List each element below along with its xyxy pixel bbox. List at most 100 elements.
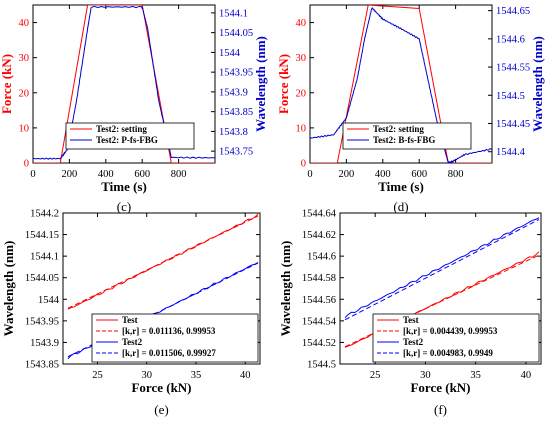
y-left-tick-label: 40 — [296, 18, 307, 29]
y-left-tick-label: 20 — [19, 88, 30, 99]
y-right-tick-label: 1544.6 — [496, 34, 525, 45]
legend-box — [372, 313, 540, 363]
y-left-axis-label: Force (kN) — [0, 54, 14, 114]
x-tick-label: 40 — [240, 370, 251, 381]
y-right-tick-label: 1543.85 — [219, 107, 253, 118]
y-left-tick-label: 20 — [296, 88, 307, 99]
y-tick-label: 1543.9 — [30, 338, 59, 349]
x-tick-label: 0 — [30, 169, 35, 180]
x-tick-label: 200 — [339, 169, 355, 180]
y-right-tick-label: 1543.8 — [219, 127, 248, 138]
y-tick-label: 1544.6 — [307, 252, 336, 263]
y-tick-label: 1544.62 — [302, 230, 336, 241]
y-tick-label: 1544 — [38, 295, 60, 306]
y-left-tick-label: 10 — [19, 123, 30, 134]
panel-label: (f) — [434, 402, 447, 417]
y-right-tick-label: 1544.65 — [496, 6, 530, 17]
x-tick-label: 25 — [370, 370, 381, 381]
x-tick-label: 600 — [411, 169, 427, 180]
y-right-tick-label: 1544.05 — [219, 28, 253, 39]
x-axis-label: Time (s) — [378, 179, 424, 194]
legend-entry: [k,r] = 0.004983, 0.9949 — [403, 348, 493, 358]
legend-entry: Test2: setting — [96, 124, 147, 134]
y-left-axis-label: Force (kN) — [276, 54, 291, 114]
legend-entry: Test2: P-fs-FBG — [96, 135, 158, 145]
x-tick-label: 25 — [92, 370, 103, 381]
series-line-2 — [344, 217, 540, 319]
y-right-tick-label: 1544.4 — [496, 147, 526, 158]
x-tick-label: 800 — [448, 169, 464, 180]
x-tick-label: 600 — [134, 169, 150, 180]
x-tick-label: 400 — [98, 169, 114, 180]
y-right-tick-label: 1544.55 — [496, 63, 530, 74]
panel-e: 25 30 35 40 1543.85 1543.9 1543.95 1544 1544.05 1… — [1, 209, 261, 417]
x-tick-label: 200 — [62, 169, 78, 180]
axes-frame — [62, 212, 261, 365]
y-right-tick-label: 1544 — [219, 48, 241, 59]
y-tick-label: 1544.56 — [302, 295, 336, 306]
x-tick-label: 35 — [191, 370, 202, 381]
legend-box — [91, 313, 259, 363]
x-axis-label: Force (kN) — [131, 380, 191, 395]
y-tick-label: 1544.15 — [25, 230, 59, 241]
legend-entry: Test2: B-fs-FBG — [373, 135, 435, 145]
legend-entry: [k,r] = 0.011136, 0.99953 — [122, 326, 216, 336]
panel-d: 0 200 400 600 800 0 10 20 30 40 1544.4 1544.45 1544.… — [276, 4, 545, 214]
y-tick-label: 1543.85 — [25, 360, 59, 371]
y-right-tick-label: 1543.95 — [219, 68, 253, 79]
series-line-1 — [67, 215, 259, 309]
series-line-1 — [310, 7, 492, 163]
x-axis-label: Time (s) — [101, 179, 147, 194]
x-tick-label: 800 — [171, 169, 187, 180]
y-right-tick-label: 1544.45 — [496, 119, 530, 130]
x-tick-label: 0 — [307, 169, 312, 180]
y-left-tick-label: 30 — [296, 53, 307, 64]
y-tick-label: 1543.95 — [25, 316, 59, 327]
axes-frame — [309, 4, 493, 164]
x-tick-label: 35 — [470, 370, 481, 381]
y-left-tick-label: 30 — [19, 53, 30, 64]
legend: Test[k,r] = 0.011136, 0.99953Test2[k,r] … — [91, 313, 259, 363]
y-right-tick-label: 1543.9 — [219, 87, 248, 98]
x-tick-label: 30 — [141, 370, 152, 381]
y-tick-label: 1544.2 — [30, 209, 59, 220]
legend-box — [65, 122, 195, 150]
legend-box — [342, 122, 472, 150]
y-axis-label: Wavelength (nm) — [278, 241, 293, 337]
series-line-3 — [344, 219, 540, 321]
y-right-tick-label: 1543.75 — [219, 147, 253, 158]
y-left-tick-label: 10 — [296, 123, 307, 134]
legend-entry: Test — [403, 315, 419, 325]
panel-label: (d) — [393, 199, 408, 214]
y-right-axis-label: Wavelength (nm) — [530, 36, 545, 132]
x-tick-label: 40 — [521, 370, 532, 381]
axes-frame — [339, 212, 542, 365]
y-axis-label: Wavelength (nm) — [1, 241, 16, 337]
x-tick-label: 400 — [375, 169, 391, 180]
y-tick-label: 1544.64 — [302, 209, 337, 220]
legend-entry: Test2 — [403, 337, 424, 347]
y-left-tick-label: 0 — [24, 159, 29, 170]
legend-entry: [k,r] = 0.011506, 0.99927 — [122, 348, 216, 358]
legend-entry: [k,r] = 0.004439, 0.99953 — [403, 326, 498, 336]
series-line-0 — [310, 5, 492, 163]
y-tick-label: 1544.54 — [302, 316, 337, 327]
y-tick-label: 1544.5 — [307, 360, 336, 371]
y-right-tick-label: 1544.5 — [496, 91, 525, 102]
panel-label: (c) — [117, 199, 131, 214]
legend-entry: Test2: setting — [373, 124, 424, 134]
x-tick-label: 30 — [420, 370, 431, 381]
legend-entry: Test2 — [122, 337, 143, 347]
panel-c: 0 200 400 600 800 0 10 20 30 40 1543.75 1543.8 1543.… — [0, 4, 268, 214]
y-right-axis-label: Wavelength (nm) — [253, 36, 268, 132]
series-line-1 — [33, 5, 215, 160]
y-left-tick-label: 0 — [301, 159, 306, 170]
legend-entry: Test — [122, 315, 138, 325]
legend: Test[k,r] = 0.004439, 0.99953Test2[k,r] … — [372, 313, 540, 363]
y-tick-label: 1544.52 — [302, 338, 336, 349]
panel-f: 25 30 35 40 1544.5 1544.52 1544.54 1544.56 1544.… — [278, 209, 542, 417]
y-tick-label: 1544.1 — [30, 252, 59, 263]
